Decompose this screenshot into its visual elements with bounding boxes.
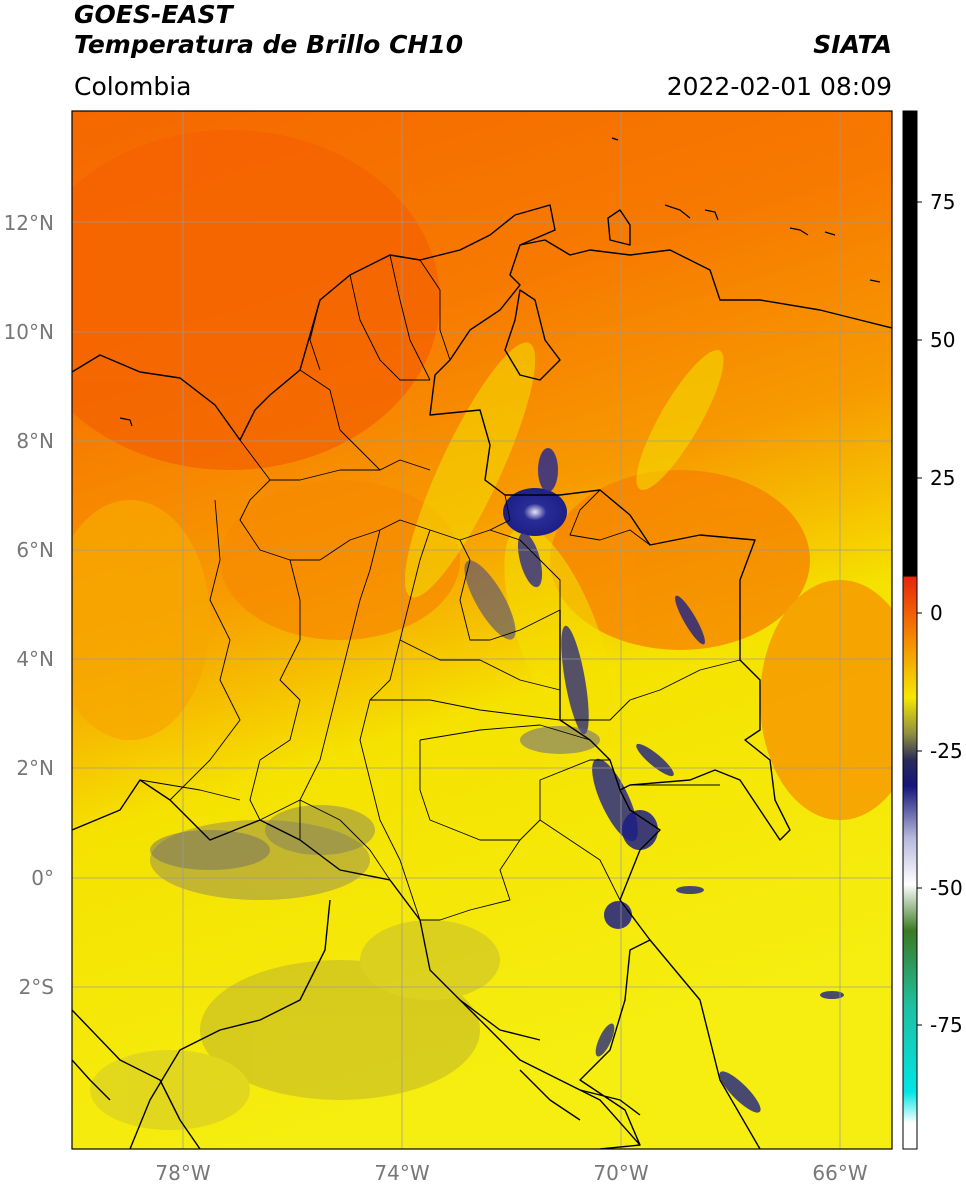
colorbar-label-minus75: -75 — [930, 1013, 963, 1037]
colorbar-label-50: 50 — [930, 328, 956, 352]
lat-label-2s: 2°S — [18, 975, 54, 999]
timestamp-label: 2022-02-01 08:09 — [666, 72, 892, 101]
colorbar-label-25: 25 — [930, 466, 956, 490]
colorbar-label-minus50: -50 — [930, 876, 963, 900]
dry-regions — [90, 820, 500, 1130]
lon-label-66w: 66°W — [812, 1161, 868, 1185]
lat-label-6n: 6°N — [16, 538, 54, 562]
lat-label-12n: 12°N — [3, 211, 54, 235]
colorbar-label-minus25: -25 — [930, 739, 963, 763]
country-borders — [72, 204, 892, 1149]
lat-label-4n: 4°N — [16, 647, 54, 671]
lon-label-70w: 70°W — [593, 1161, 649, 1185]
map-frame — [71, 110, 893, 1150]
graticule — [72, 111, 892, 1149]
warm-cloud-regions — [72, 130, 892, 820]
agency-label: SIATA — [813, 30, 892, 59]
colorbar — [902, 110, 918, 1150]
colorbar-label-75: 75 — [930, 190, 956, 214]
lat-label-0: 0° — [31, 866, 54, 890]
colorbar-ticks — [917, 201, 922, 1026]
islands — [119, 137, 881, 427]
lat-label-2n: 2°N — [16, 756, 54, 780]
department-borders — [139, 254, 741, 921]
colorbar-label-0: 0 — [930, 601, 943, 625]
lat-label-10n: 10°N — [3, 320, 54, 344]
region-label: Colombia — [74, 72, 192, 101]
lat-label-8n: 8°N — [16, 429, 54, 453]
product-title: Temperatura de Brillo CH10 — [74, 30, 464, 59]
lon-label-78w: 78°W — [155, 1161, 211, 1185]
satellite-title: GOES-EAST — [74, 0, 233, 29]
cold-cloud-tops — [150, 448, 844, 1113]
lon-label-74w: 74°W — [374, 1161, 430, 1185]
